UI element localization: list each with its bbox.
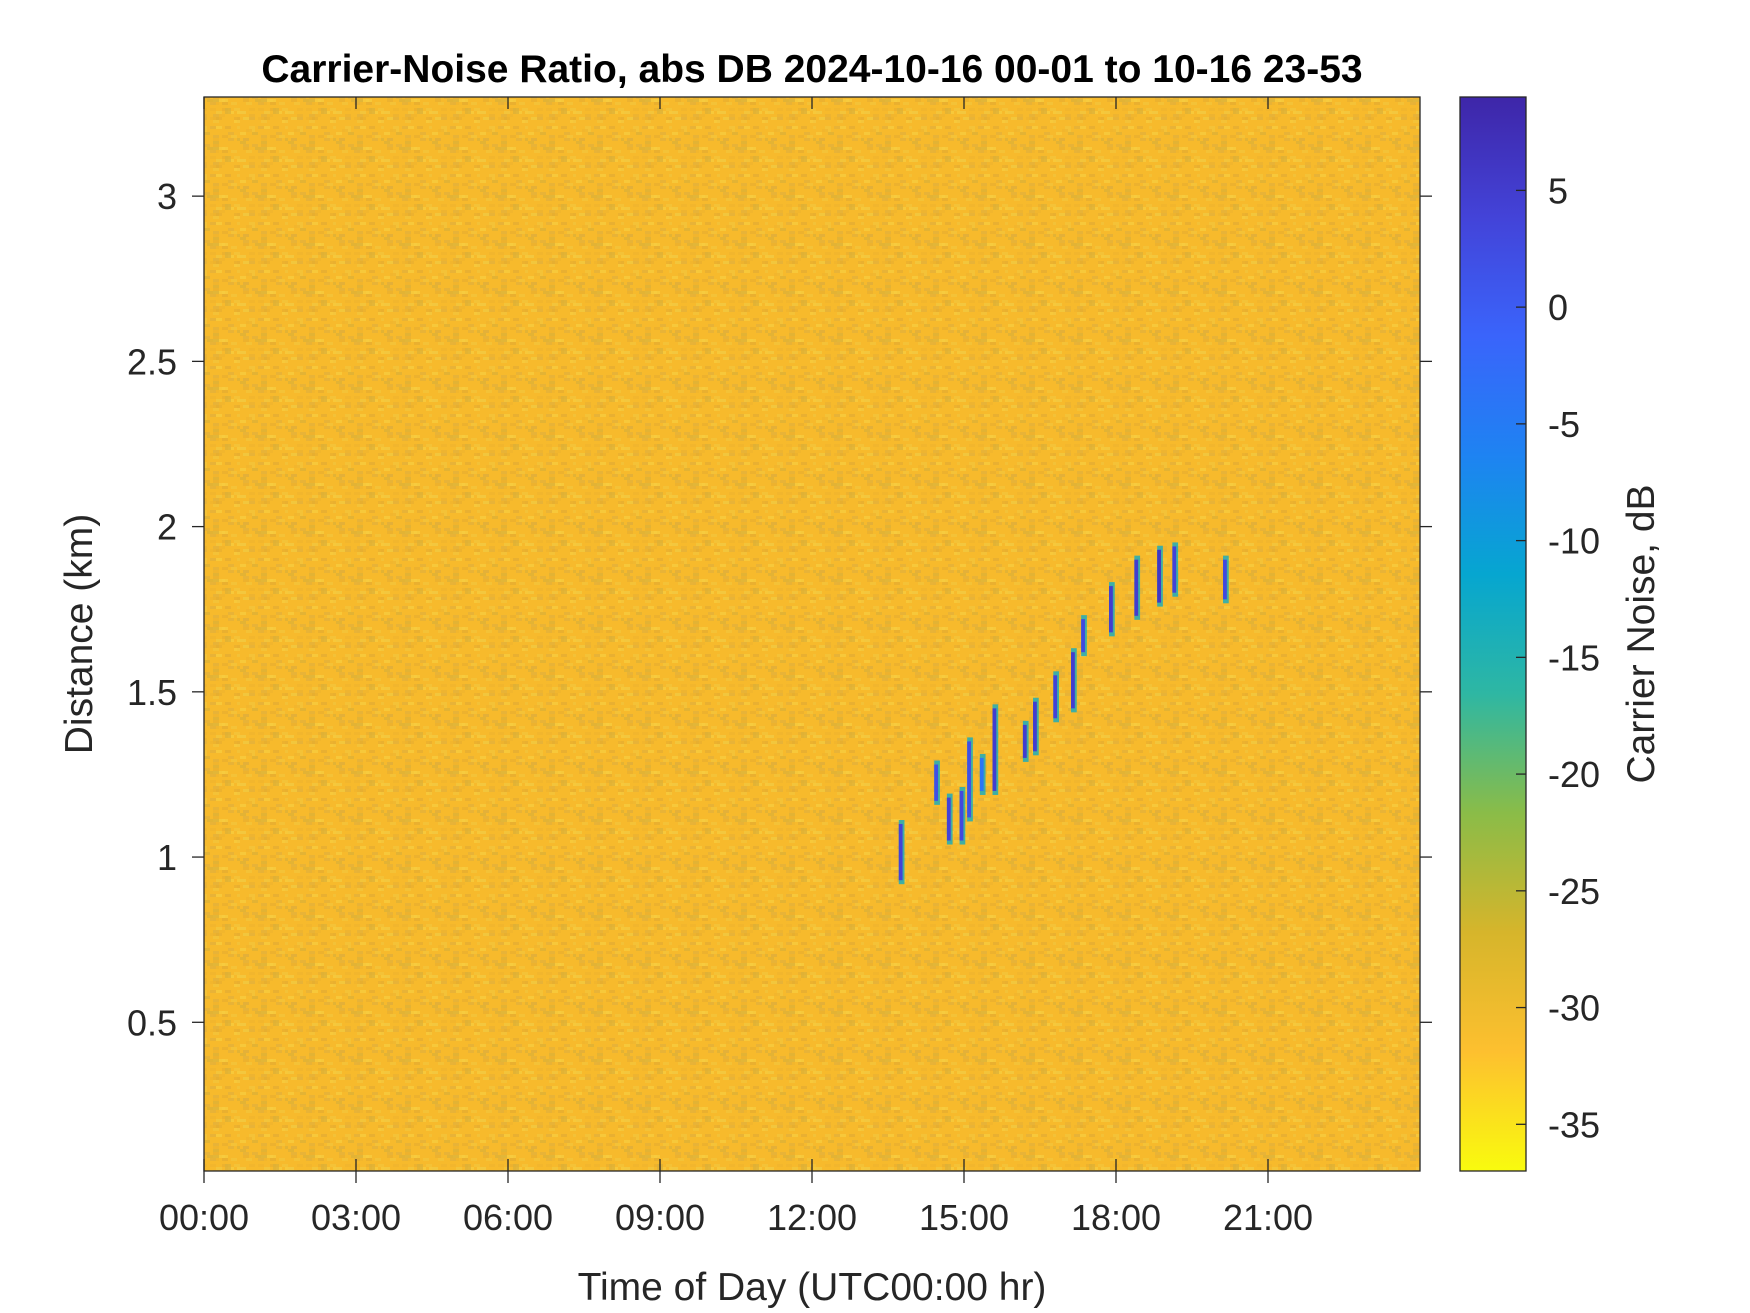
y-tick-label: 2 — [157, 507, 177, 548]
y-tick-label: 2.5 — [127, 341, 177, 382]
colorbar-tick-label: -30 — [1548, 988, 1600, 1029]
plot-area — [204, 97, 1420, 1171]
heatmap-cell — [898, 824, 903, 881]
colorbar-tick-label: -20 — [1548, 754, 1600, 795]
heatmap-cell — [1223, 559, 1227, 600]
x-tick-label: 12:00 — [767, 1197, 857, 1238]
x-tick-label: 21:00 — [1223, 1197, 1313, 1238]
x-tick-label: 06:00 — [463, 1197, 553, 1238]
heatmap-cell — [1109, 586, 1113, 633]
y-tick-label: 3 — [157, 176, 177, 217]
heatmap-cell — [1022, 724, 1027, 758]
colorbar-tick-label: -15 — [1548, 637, 1600, 678]
colorbar: 5 0 -5 -10 -15 -20 -25 -30 -35 — [1459, 96, 1600, 1172]
heatmap-cell — [934, 764, 939, 801]
chart-title: Carrier-Noise Ratio, abs DB 2024-10-16 0… — [261, 48, 1362, 91]
heatmap-cell — [1134, 559, 1139, 616]
heatmap-cell — [1071, 652, 1075, 709]
x-tick-label: 03:00 — [311, 1197, 401, 1238]
colorbar-tick-label: -25 — [1548, 871, 1600, 912]
heatmap-cell — [1081, 619, 1085, 653]
plot-frame — [203, 96, 1421, 1172]
x-tick-label: 18:00 — [1071, 1197, 1161, 1238]
heatmap-cell — [967, 741, 971, 818]
y-tick-label: 1 — [157, 837, 177, 878]
colorbar-tick-label: 5 — [1548, 170, 1568, 211]
colorbar-tick-label: 0 — [1548, 287, 1568, 328]
heatmap-cell — [1172, 546, 1177, 593]
x-tick-label: 00:00 — [159, 1197, 249, 1238]
colorbar-tick-label: -35 — [1548, 1104, 1600, 1145]
heatmap-background — [204, 97, 1420, 1171]
heatmap-cell — [1053, 675, 1058, 719]
heatmap-cell — [979, 757, 984, 791]
x-tick-label: 15:00 — [919, 1197, 1009, 1238]
colorbar-tick-label: -5 — [1548, 404, 1580, 445]
colorbar-label: Carrier Noise, dB — [1620, 484, 1663, 783]
y-tick-label: 1.5 — [127, 672, 177, 713]
heatmap-cell — [992, 708, 997, 791]
colorbar-gradient — [1459, 96, 1527, 1172]
plot-ticks: 00:00 03:00 06:00 09:00 12:00 15:00 18:00 21:00… — [127, 97, 1432, 1238]
y-tick-label: 0.5 — [127, 1002, 177, 1043]
heatmap-cell — [1157, 549, 1161, 603]
heatmap-cell — [946, 797, 951, 841]
y-axis-label: Distance (km) — [58, 514, 101, 755]
x-tick-label: 09:00 — [615, 1197, 705, 1238]
heatmap-cell — [1033, 701, 1037, 752]
colorbar-tick-label: -10 — [1548, 521, 1600, 562]
x-axis-label: Time of Day (UTC00:00 hr) — [578, 1266, 1047, 1309]
heatmap-cell — [959, 790, 964, 841]
